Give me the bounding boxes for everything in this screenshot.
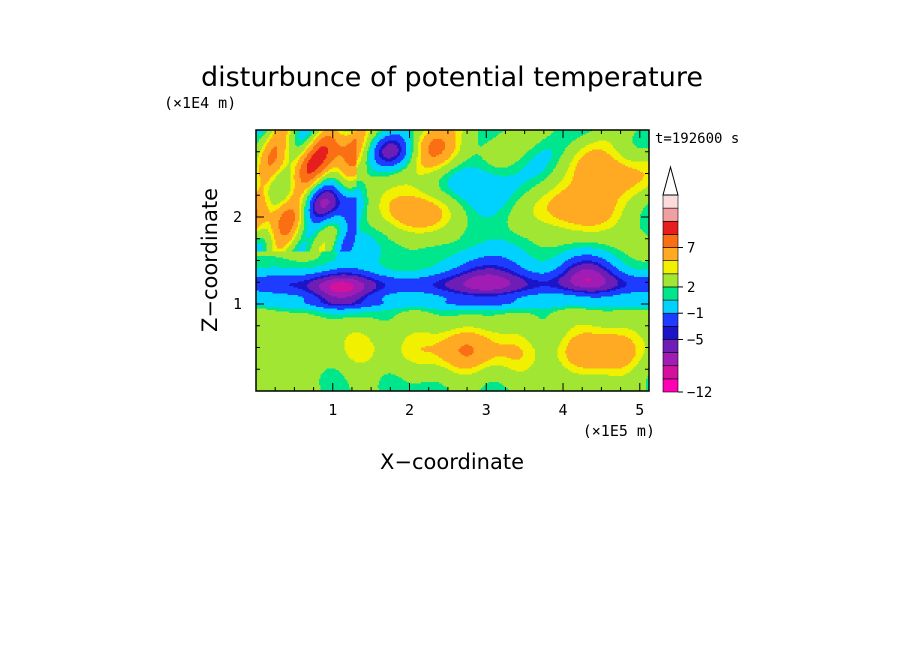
x-axis-label: X−coordinate (380, 450, 524, 474)
x-tick-label: 3 (482, 401, 491, 419)
colorbar-label: 7 (687, 241, 695, 257)
x-tick-label: 4 (559, 401, 568, 419)
colorbar-segment (662, 234, 679, 248)
x-tick-label: 1 (328, 401, 337, 419)
colorbar-segment (662, 260, 679, 275)
colorbar-segment (662, 207, 679, 222)
colorbar-segment (662, 286, 679, 301)
colorbar-segment (662, 247, 679, 261)
colorbar-label: −5 (687, 332, 704, 348)
colorbar: −12−5−127 (662, 165, 712, 401)
x-unit-label: (×1E5 m) (583, 422, 655, 440)
y-tick-label: 1 (233, 295, 242, 313)
y-unit-label: (×1E4 m) (164, 94, 236, 112)
colorbar-segment (662, 312, 679, 327)
colorbar-extend-arrow (662, 165, 679, 196)
colorbar-label: −12 (687, 385, 712, 401)
colorbar-segment (662, 365, 679, 380)
colorbar-label: −1 (687, 306, 704, 322)
colorbar-segment (662, 273, 679, 288)
heatmap-field (256, 130, 649, 391)
colorbar-segment (662, 326, 679, 340)
x-axis-ticks: 1 2 3 4 5 (274, 130, 644, 419)
heatmap-image (256, 130, 649, 391)
colorbar-segment (662, 220, 679, 235)
colorbar-segment (662, 352, 679, 367)
y-axis-ticks: 12 (233, 151, 649, 370)
colorbar-segment (662, 378, 679, 393)
y-axis-label: Z−coordinate (198, 188, 222, 332)
colorbar-segment (662, 194, 679, 209)
x-tick-label: 5 (635, 401, 644, 419)
colorbar-segment (662, 339, 679, 353)
x-tick-label: 2 (405, 401, 414, 419)
chart-title: disturbunce of potential temperature (201, 62, 703, 93)
y-tick-label: 2 (233, 208, 242, 226)
time-label: t=192600 s (655, 131, 739, 147)
colorbar-label: 2 (687, 280, 695, 296)
colorbar-segment (662, 299, 679, 314)
